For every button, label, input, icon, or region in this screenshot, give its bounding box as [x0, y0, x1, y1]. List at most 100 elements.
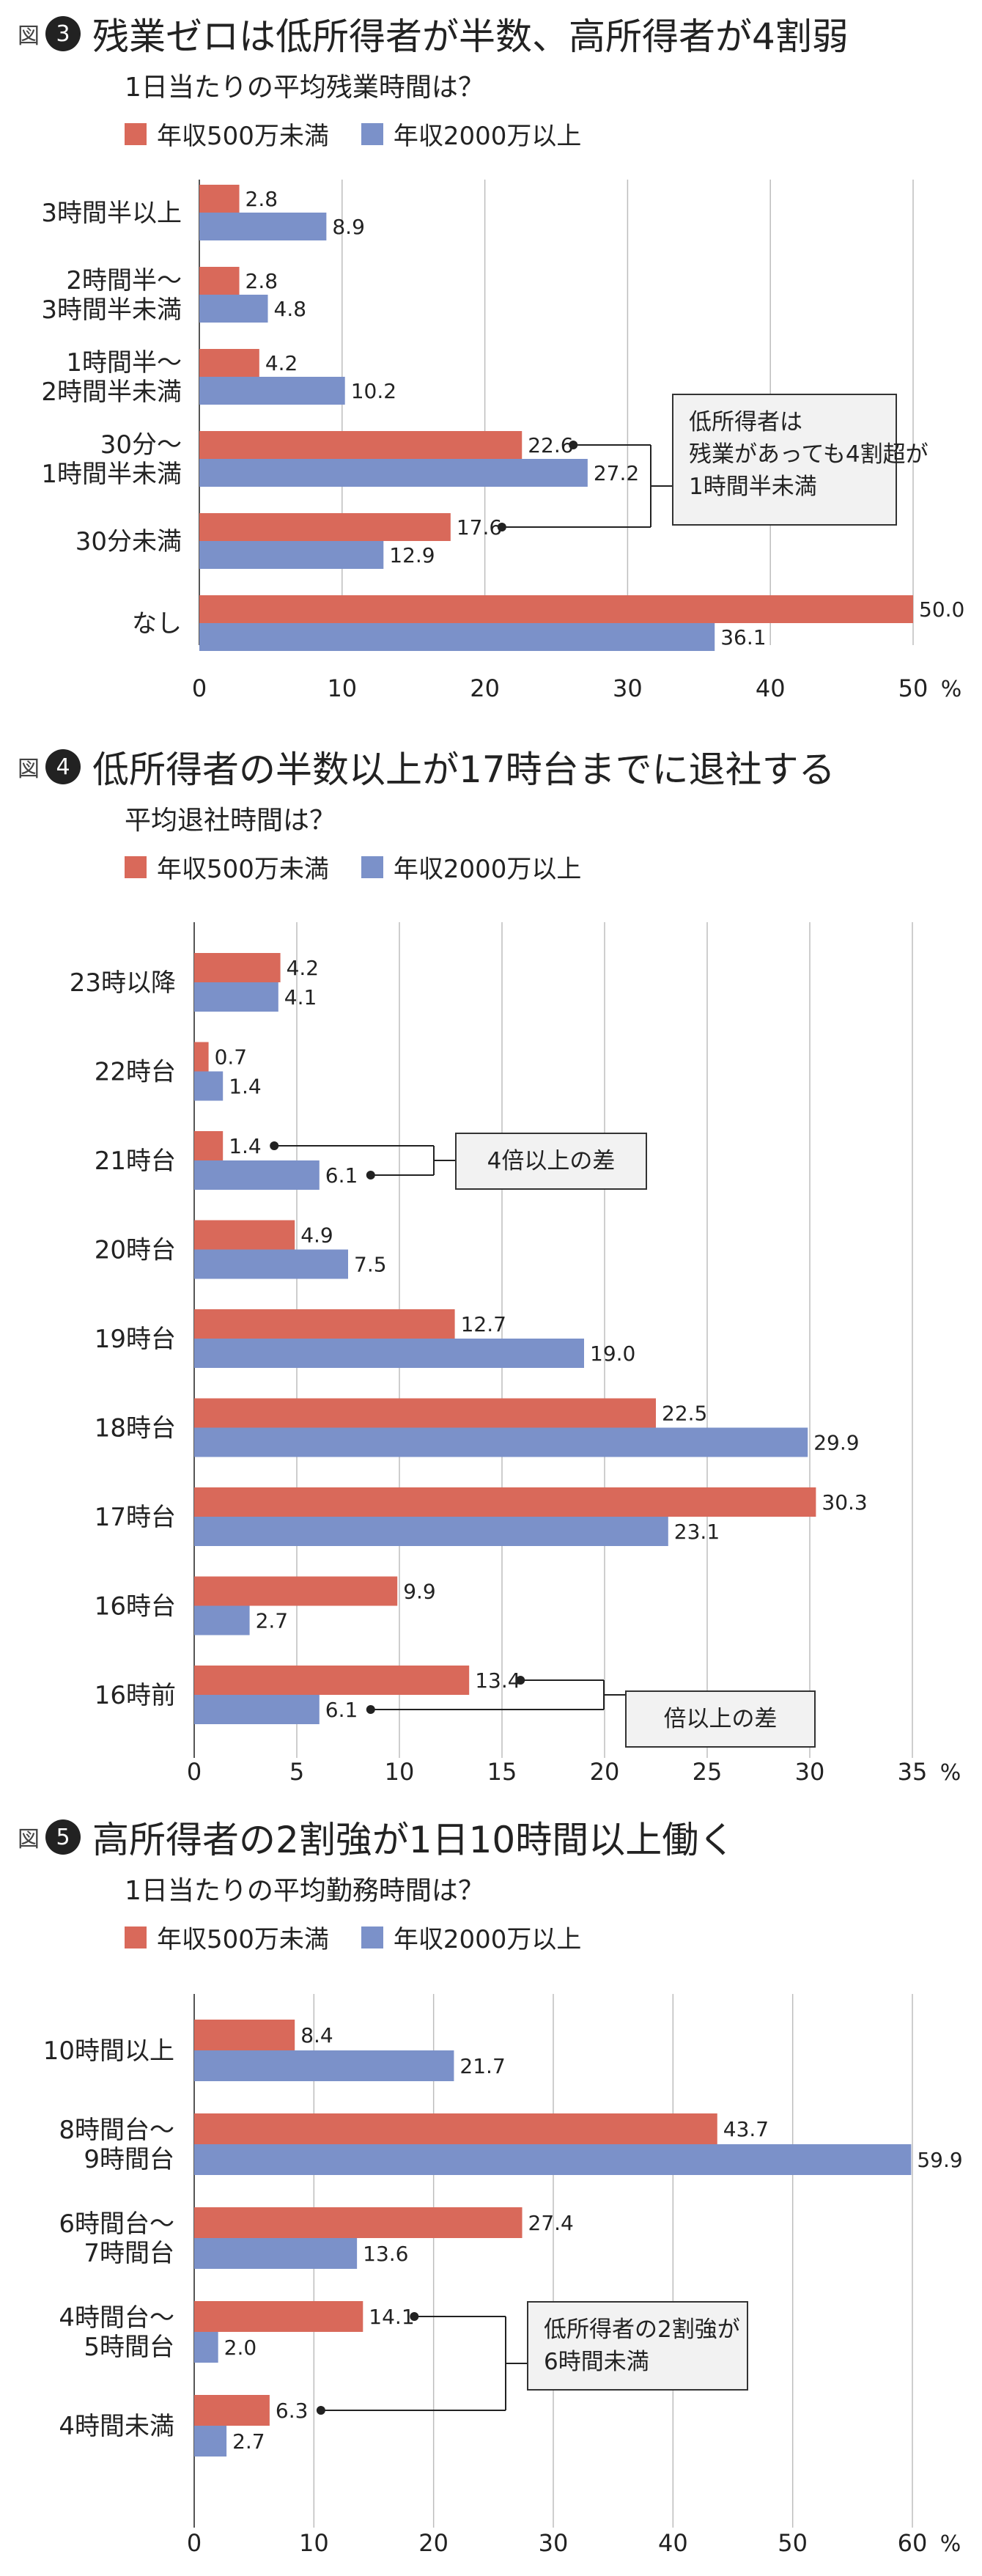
data-label: 13.4 [475, 1668, 520, 1693]
bar-high-income [194, 1695, 320, 1724]
data-label: 9.9 [403, 1580, 436, 1604]
figure-title: 残業ゼロは低所得者が半数、高所得者が4割弱 [92, 15, 849, 58]
category-label: 18時台 [95, 1414, 176, 1443]
bar-low-income [199, 595, 913, 623]
x-unit-label: % [940, 2531, 961, 2557]
data-label: 50.0 [919, 597, 964, 622]
legend-item-low: 年収500万未満 [125, 849, 329, 885]
x-tick-label: 0 [187, 1758, 202, 1786]
bar-high-income [199, 541, 384, 569]
data-label: 29.9 [813, 1431, 859, 1455]
legend-item-low: 年収500万未満 [125, 1919, 329, 1955]
data-label: 10.2 [351, 379, 396, 403]
legend-label-low: 年収500万未満 [157, 855, 329, 884]
bar-high-income [194, 982, 278, 1012]
x-tick-label: 25 [693, 1758, 723, 1786]
category-label: 2時間半未満 [41, 378, 182, 407]
category-label: 1時間半未満 [41, 460, 182, 489]
callout-box [672, 394, 897, 526]
bar-high-income [194, 1160, 320, 1190]
bar-low-income [194, 2020, 295, 2050]
callout-box [625, 1690, 816, 1748]
legend: 年収500万未満 年収2000万以上 [125, 116, 613, 152]
category-label: 16時前 [95, 1681, 176, 1710]
bar-high-income [199, 459, 588, 487]
figure-3: 図 3 残業ゼロは低所得者が半数、高所得者が4割弱 1日当たりの平均残業時間は？… [0, 0, 982, 733]
figure-number-badge: 3 [45, 16, 81, 51]
bar-high-income [194, 2238, 358, 2269]
callout: 4倍以上の差 [270, 1133, 647, 1190]
bar-high-income [194, 1071, 224, 1101]
x-tick-label: 35 [898, 1758, 928, 1786]
bar-low-income [199, 349, 259, 377]
x-tick-label: 20 [590, 1758, 620, 1786]
bar-high-income [199, 623, 715, 651]
callout: 低所得者の2割強が 6時間未満 [316, 2301, 748, 2415]
bar-low-income [199, 267, 240, 295]
data-label: 13.6 [363, 2242, 408, 2266]
x-tick-label: 30 [613, 674, 643, 702]
bar-high-income [199, 295, 268, 323]
legend-item-high: 年収2000万以上 [361, 849, 581, 885]
legend: 年収500万未満 年収2000万以上 [125, 1919, 613, 1955]
callout-text: 残業があっても4割超が [689, 441, 929, 468]
data-label: 8.9 [332, 215, 365, 239]
data-label: 4.2 [265, 351, 298, 375]
category-label: 21時台 [95, 1147, 176, 1176]
data-label: 4.2 [287, 956, 320, 980]
figure-label: 図 [18, 1827, 40, 1852]
bar-low-income [194, 1309, 455, 1339]
data-label: 23.1 [674, 1520, 720, 1544]
bar-chart: 0 5 10 15 20 25 30 35 % 23時以降 4.2 4.1 22時台 0.7 1.4 21時台… [70, 922, 961, 1786]
x-tick-label: 20 [470, 674, 500, 702]
bar-low-income [199, 185, 240, 213]
data-label: 2.7 [256, 1609, 289, 1633]
callout-box [527, 2301, 748, 2391]
category-label: 23時以降 [70, 968, 176, 998]
x-tick-label: 30 [795, 1758, 825, 1786]
legend-item-high: 年収2000万以上 [361, 116, 581, 152]
x-tick-label: 10 [327, 674, 357, 702]
x-tick-label: 0 [187, 2529, 202, 2557]
legend-label-high: 年収2000万以上 [393, 1925, 582, 1954]
figure-header: 図 5 高所得者の2割強が1日10時間以上働く [18, 1814, 735, 1861]
x-tick-label: 50 [778, 2529, 808, 2557]
legend-item-low: 年収500万未満 [125, 116, 329, 152]
data-label: 43.7 [723, 2117, 769, 2141]
data-label: 30.3 [822, 1490, 867, 1515]
x-tick-label: 30 [539, 2529, 569, 2557]
category-label: 10時間以上 [43, 2036, 174, 2066]
x-tick-label: 0 [192, 674, 207, 702]
category-label: 30分〜 [100, 430, 182, 460]
data-label: 22.5 [662, 1402, 707, 1426]
data-label: 59.9 [917, 2148, 962, 2172]
category-label: 3時間半以上 [41, 199, 182, 228]
bar-low-income [194, 1220, 295, 1250]
bar-high-income [194, 1427, 808, 1457]
category-label: 1時間半〜 [66, 348, 182, 378]
bar-high-income [194, 1249, 348, 1279]
data-label: 2.0 [224, 2336, 257, 2360]
bar-chart: 0 10 20 30 40 50 % 3時間半以上 2.8 8.9 2時間半〜3時間半未満 2.8 4.… [41, 180, 964, 702]
bar-low-income [194, 1487, 816, 1517]
bar-low-income [194, 2301, 363, 2332]
bar-high-income [194, 2050, 454, 2081]
category-label: 5時間台 [84, 2333, 174, 2362]
bar-high-income [194, 2332, 218, 2363]
bar-low-income [194, 1576, 398, 1606]
legend-label-low: 年収500万未満 [157, 122, 329, 151]
callout: 倍以上の差 [366, 1676, 816, 1748]
data-label: 22.6 [528, 433, 573, 457]
category-label: なし [132, 609, 182, 639]
legend: 年収500万未満 年収2000万以上 [125, 849, 613, 885]
data-label: 6.1 [325, 1163, 358, 1188]
figure-header: 図 4 低所得者の半数以上が17時台までに退社する [18, 743, 835, 791]
category-label: 6時間台〜 [59, 2209, 174, 2239]
data-label: 1.4 [229, 1075, 262, 1099]
category-label: 16時台 [95, 1592, 176, 1622]
bar-high-income [194, 1605, 250, 1635]
data-label: 36.1 [720, 625, 766, 649]
data-label: 12.9 [389, 543, 435, 567]
